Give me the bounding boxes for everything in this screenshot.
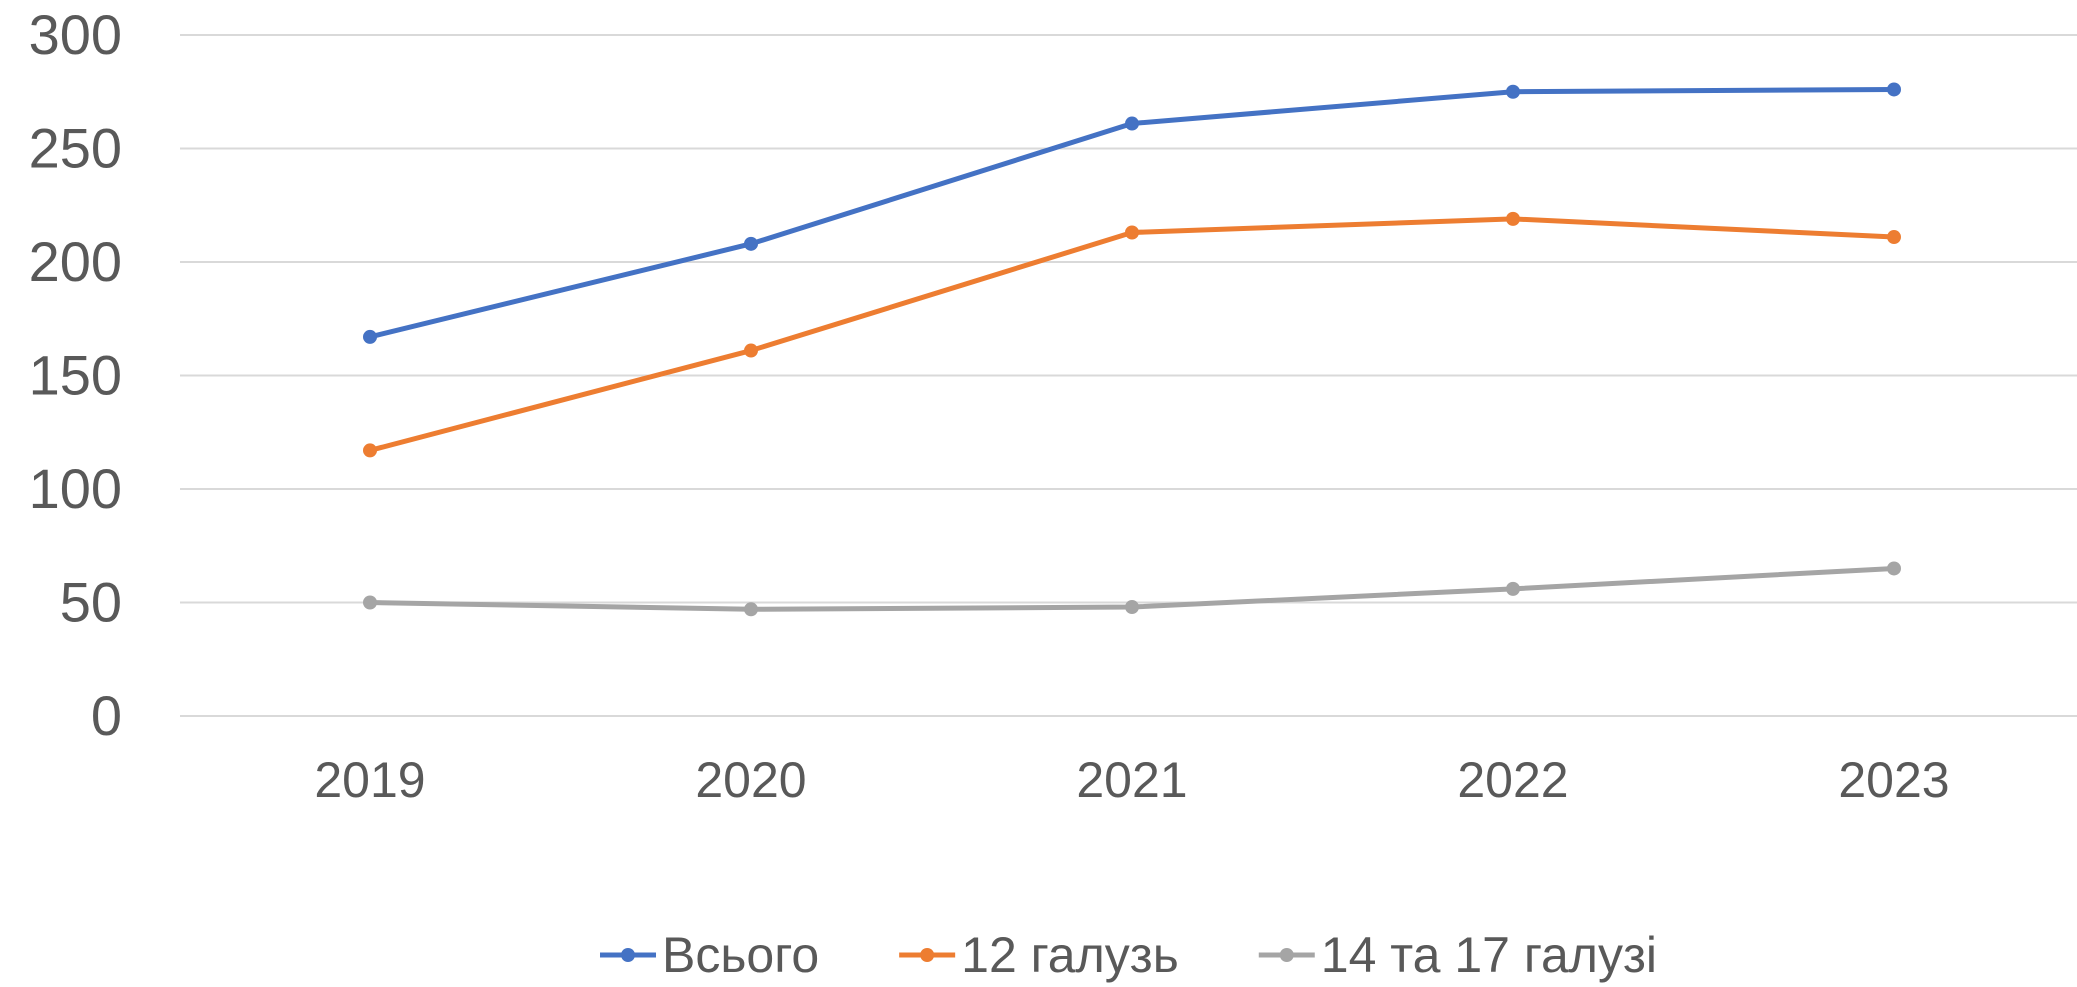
data-point	[744, 602, 758, 617]
legend-item: 12 галузь	[899, 927, 1179, 983]
data-point	[1887, 561, 1901, 576]
legend-swatch-marker	[920, 948, 935, 962]
legend-label: 12 галузь	[961, 927, 1179, 983]
series-3	[363, 561, 1901, 617]
data-point	[363, 443, 377, 458]
data-point	[363, 595, 377, 610]
legend-item: 14 та 17 галузі	[1258, 927, 1657, 983]
data-point	[363, 329, 377, 344]
x-tick-label: 2019	[314, 752, 425, 808]
x-tick-label: 2020	[695, 752, 806, 808]
y-tick-label: 300	[29, 3, 122, 66]
data-point	[1125, 116, 1139, 131]
y-axis-ticks: 0 50 100 150 200 250 300	[29, 3, 122, 747]
y-tick-label: 200	[29, 230, 122, 293]
data-point	[1506, 84, 1520, 99]
data-point	[1506, 211, 1520, 226]
x-tick-label: 2021	[1076, 752, 1187, 808]
y-tick-label: 100	[29, 457, 122, 520]
series-line	[367, 216, 1897, 453]
legend-item: Всього	[600, 927, 819, 983]
legend: Всього 12 галузь 14 та 17 галузі	[600, 927, 1657, 983]
series-2	[363, 211, 1901, 458]
y-tick-label: 150	[29, 344, 122, 407]
legend-label: Всього	[662, 927, 819, 983]
series-layer	[363, 82, 1901, 617]
legend-swatch-marker	[621, 948, 636, 962]
data-point	[744, 236, 758, 251]
gridlines	[180, 34, 2077, 717]
data-point	[744, 343, 758, 358]
x-tick-label: 2023	[1838, 752, 1949, 808]
x-axis-ticks: 2019 2020 2021 2022 2023	[314, 752, 1949, 808]
legend-swatch-marker	[1279, 948, 1294, 962]
data-point	[1887, 230, 1901, 245]
legend-label: 14 та 17 галузі	[1321, 927, 1657, 983]
series-1	[363, 82, 1901, 344]
x-tick-label: 2022	[1457, 752, 1568, 808]
y-tick-label: 50	[60, 571, 122, 634]
data-point	[1125, 600, 1139, 615]
y-tick-label: 0	[91, 684, 122, 747]
data-point	[1887, 82, 1901, 97]
data-point	[1506, 581, 1520, 596]
data-point	[1125, 225, 1139, 240]
y-tick-label: 250	[29, 117, 122, 180]
